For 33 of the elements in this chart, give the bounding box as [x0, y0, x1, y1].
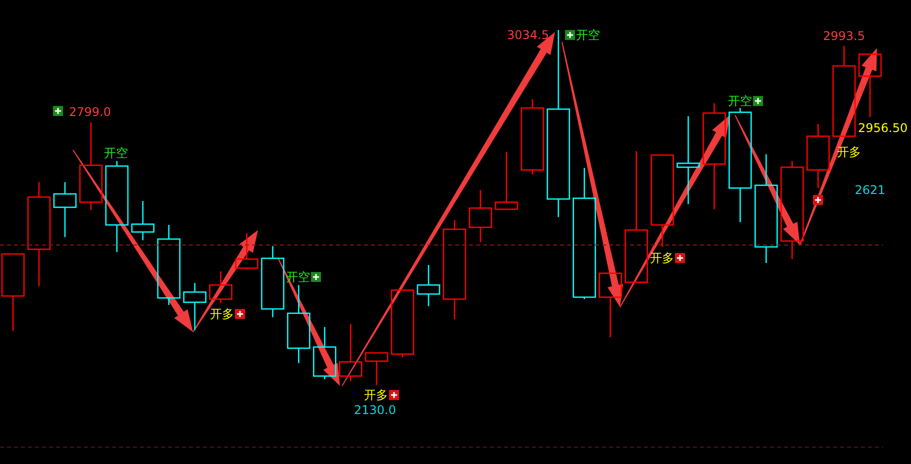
candlestick — [754, 154, 778, 264]
annotation: 开空 — [576, 28, 600, 42]
candlestick — [157, 224, 180, 306]
annotation: 2993.5 — [823, 29, 865, 43]
annotation: 开多 — [650, 251, 674, 265]
annotation: 开空 — [728, 94, 752, 108]
candlestick — [105, 160, 129, 253]
annotation: 2956.50 — [858, 121, 908, 135]
annotation: 开多 — [210, 307, 234, 321]
candlestick — [338, 324, 362, 382]
annotation: 开多 — [837, 145, 861, 159]
candlestick — [287, 284, 310, 364]
candlestick — [676, 116, 700, 205]
candlestick — [416, 264, 440, 307]
candlestick — [131, 200, 155, 241]
candlestick — [209, 270, 232, 304]
candlestick — [312, 326, 336, 380]
candlestick — [442, 220, 466, 320]
candlestick — [702, 102, 726, 210]
candlestick — [261, 245, 284, 318]
annotation: 2130.0 — [354, 403, 396, 417]
candlestick — [468, 189, 492, 243]
candlestick — [728, 107, 752, 223]
annotation: 开多 — [364, 388, 388, 402]
candlestick — [806, 123, 830, 189]
annotation: 2621 — [854, 183, 886, 197]
candlestick — [780, 160, 804, 260]
candlestick — [53, 181, 77, 238]
annotation: 2799.0 — [69, 105, 111, 119]
candlestick — [183, 282, 206, 331]
annotation: 3034.5 — [507, 28, 549, 42]
candlestick — [27, 181, 51, 287]
annotation: 开空 — [104, 146, 128, 160]
